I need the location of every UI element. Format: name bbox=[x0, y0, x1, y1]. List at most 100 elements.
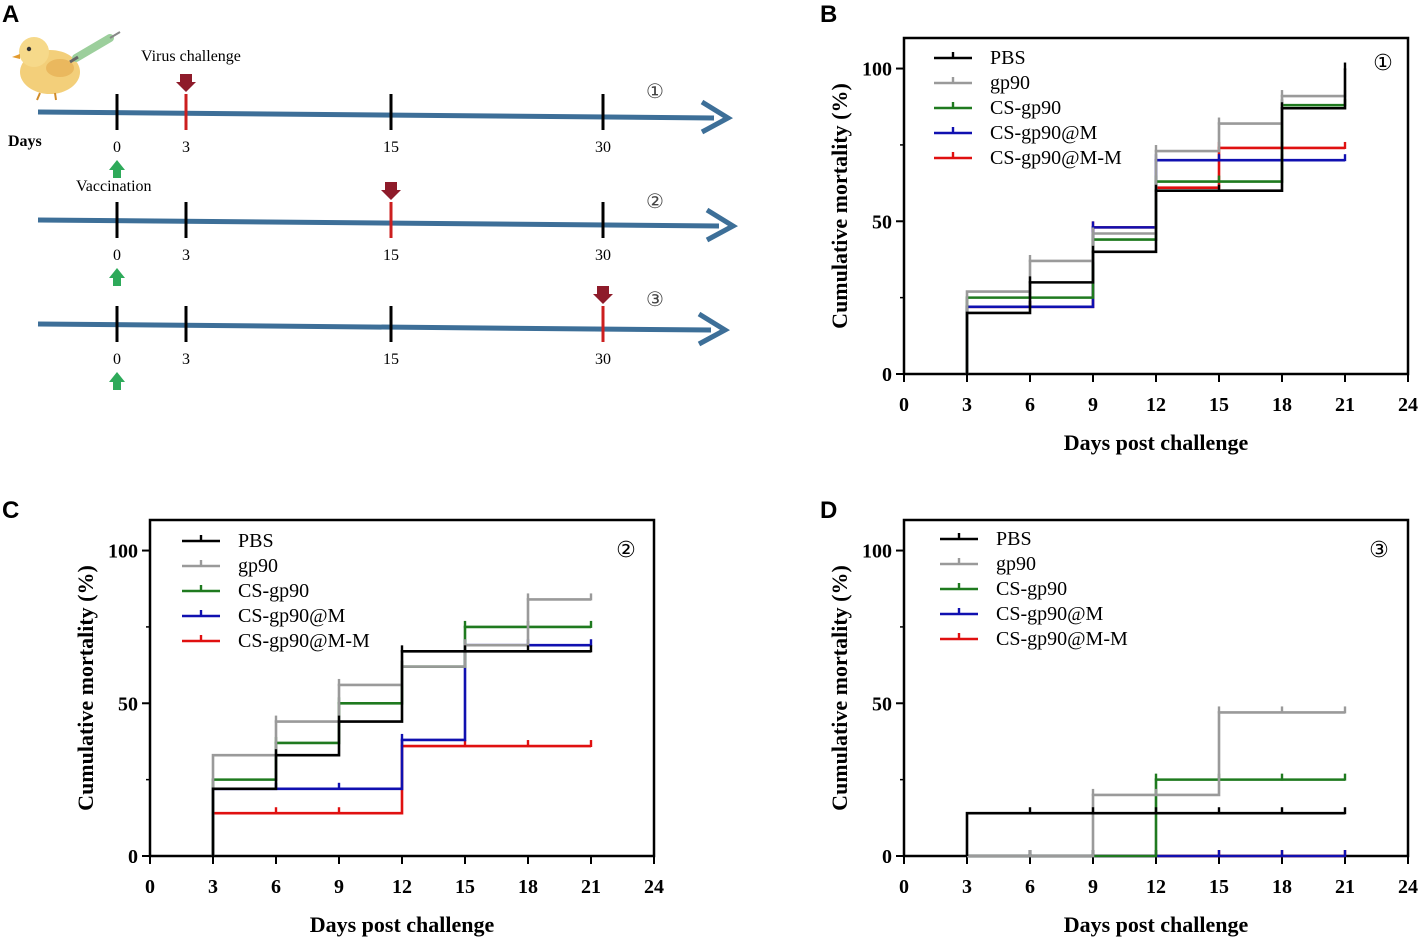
legend-label: PBS bbox=[990, 47, 1026, 69]
timeline-tick-label: 30 bbox=[595, 351, 611, 368]
timeline-row-1: 0 3 15 30 ① bbox=[37, 74, 734, 178]
vaccination-arrow-icon bbox=[109, 160, 125, 178]
virus-challenge-label: Virus challenge bbox=[141, 48, 241, 65]
y-axis-title: Cumulative mortality (%) bbox=[827, 83, 852, 329]
timeline-row-2: 0 3 15 30 ② bbox=[37, 182, 739, 286]
timeline-arrowhead bbox=[697, 311, 731, 347]
timeline-arrowhead bbox=[705, 207, 739, 243]
legend-item: gp90 bbox=[940, 553, 1036, 575]
legend-label: gp90 bbox=[990, 72, 1030, 94]
x-tick-label: 9 bbox=[1088, 876, 1098, 898]
x-tick-label: 6 bbox=[271, 876, 281, 898]
step-line bbox=[211, 744, 591, 856]
panel-d-chart: D 0 3 6 9 12 15 18 21 24 0 50 100 Days post challeng… bbox=[820, 497, 1418, 937]
panel-marker: ② bbox=[616, 538, 636, 563]
timeline-tick-label: 15 bbox=[383, 351, 399, 368]
legend-label: CS-gp90@M-M bbox=[990, 147, 1122, 169]
timeline-tick-label: 0 bbox=[113, 139, 121, 156]
legend-item: CS-gp90@M bbox=[940, 603, 1104, 625]
x-tick-label: 15 bbox=[1209, 394, 1229, 416]
x-tick-label: 3 bbox=[962, 394, 972, 416]
legend-item: CS-gp90@M-M bbox=[940, 628, 1128, 650]
x-tick-label: 24 bbox=[1398, 876, 1418, 898]
timeline-rows: 0 3 15 30 ① 0 3 15 30 ② 0 3 15 30 ③ bbox=[37, 74, 739, 390]
vaccination-label: Vaccination bbox=[76, 178, 152, 195]
x-tick-label: 18 bbox=[518, 876, 538, 898]
step-line bbox=[965, 158, 1345, 374]
legend-item: PBS bbox=[182, 530, 274, 552]
legend-label: CS-gp90@M-M bbox=[238, 630, 370, 652]
panel-letter-a: A bbox=[2, 1, 19, 28]
x-tick-label: 0 bbox=[899, 876, 909, 898]
legend-label: PBS bbox=[996, 528, 1032, 550]
y-tick-label: 50 bbox=[872, 693, 892, 715]
legend-item: CS-gp90 bbox=[940, 578, 1067, 600]
y-tick-label: 100 bbox=[108, 541, 138, 563]
timeline-marker: ① bbox=[646, 79, 664, 103]
legend-label: CS-gp90@M bbox=[238, 605, 346, 627]
x-axis-title: Days post challenge bbox=[310, 912, 495, 937]
legend-label: CS-gp90@M-M bbox=[996, 628, 1128, 650]
legend: PBS gp90 CS-gp90 CS-gp90@M CS-gp90@M-M bbox=[182, 530, 370, 652]
x-tick-label: 6 bbox=[1025, 394, 1035, 416]
timeline-tick-label: 0 bbox=[113, 247, 121, 264]
vaccination-arrow-icon bbox=[109, 372, 125, 390]
x-tick-label: 15 bbox=[1209, 876, 1229, 898]
x-tick-label: 0 bbox=[145, 876, 155, 898]
legend-item: CS-gp90 bbox=[182, 580, 309, 602]
x-tick-label: 12 bbox=[1146, 394, 1166, 416]
x-tick-label: 6 bbox=[1025, 876, 1035, 898]
legend-label: CS-gp90@M bbox=[996, 603, 1104, 625]
legend-label: CS-gp90 bbox=[990, 97, 1061, 119]
x-tick-label: 21 bbox=[1335, 394, 1355, 416]
x-tick-label: 3 bbox=[208, 876, 218, 898]
timeline-axis bbox=[37, 217, 720, 229]
vaccination-arrow-icon bbox=[109, 268, 125, 286]
challenge-arrow-icon bbox=[593, 286, 613, 304]
days-label: Days bbox=[8, 133, 42, 150]
legend-item: CS-gp90@M-M bbox=[182, 630, 370, 652]
series-cs-gp90 bbox=[967, 773, 1347, 858]
x-tick-label: 9 bbox=[1088, 394, 1098, 416]
panel-a-timeline: A Virus challenge Days Vaccination 0 3 15 3… bbox=[2, 1, 739, 390]
legend-item: CS-gp90 bbox=[934, 97, 1061, 119]
y-tick-label: 0 bbox=[882, 846, 892, 868]
panel-b-chart: B 0 3 6 9 12 15 18 21 24 0 50 100 Days post challeng… bbox=[820, 1, 1418, 455]
legend-label: CS-gp90 bbox=[996, 578, 1067, 600]
x-tick-label: 18 bbox=[1272, 876, 1292, 898]
x-tick-label: 18 bbox=[1272, 394, 1292, 416]
legend-item: gp90 bbox=[934, 72, 1030, 94]
panel-marker: ① bbox=[1373, 51, 1393, 76]
timeline-marker: ③ bbox=[646, 287, 664, 311]
legend-label: gp90 bbox=[996, 553, 1036, 575]
series-pbs bbox=[965, 807, 1347, 856]
timeline-marker: ② bbox=[646, 189, 664, 213]
timeline-axis bbox=[37, 109, 715, 121]
legend-label: CS-gp90 bbox=[238, 580, 309, 602]
panel-marker: ③ bbox=[1369, 538, 1389, 563]
y-axis-title: Cumulative mortality (%) bbox=[827, 565, 852, 811]
x-tick-label: 12 bbox=[392, 876, 412, 898]
y-tick-label: 0 bbox=[882, 364, 892, 386]
legend: PBS gp90 CS-gp90 CS-gp90@M CS-gp90@M-M bbox=[934, 47, 1122, 169]
x-tick-label: 9 bbox=[334, 876, 344, 898]
panel-letter-d: D bbox=[820, 497, 837, 524]
x-axis-title: Days post challenge bbox=[1064, 912, 1249, 937]
x-tick-label: 21 bbox=[1335, 876, 1355, 898]
panel-letter-c: C bbox=[2, 497, 19, 524]
x-tick-label: 15 bbox=[455, 876, 475, 898]
syringe-icon bbox=[69, 31, 121, 64]
timeline-tick-label: 30 bbox=[595, 247, 611, 264]
x-tick-label: 24 bbox=[644, 876, 664, 898]
timeline-tick-label: 0 bbox=[113, 351, 121, 368]
series-pbs bbox=[965, 62, 1347, 374]
y-axis-title: Cumulative mortality (%) bbox=[73, 565, 98, 811]
timeline-row-3: 0 3 15 30 ③ bbox=[37, 286, 731, 390]
timeline-axis bbox=[37, 321, 712, 333]
x-tick-label: 12 bbox=[1146, 876, 1166, 898]
step-line bbox=[211, 625, 591, 856]
series-gp90 bbox=[967, 706, 1347, 858]
challenge-arrow-icon bbox=[381, 182, 401, 200]
timeline-tick-label: 3 bbox=[182, 247, 190, 264]
y-tick-label: 50 bbox=[118, 693, 138, 715]
